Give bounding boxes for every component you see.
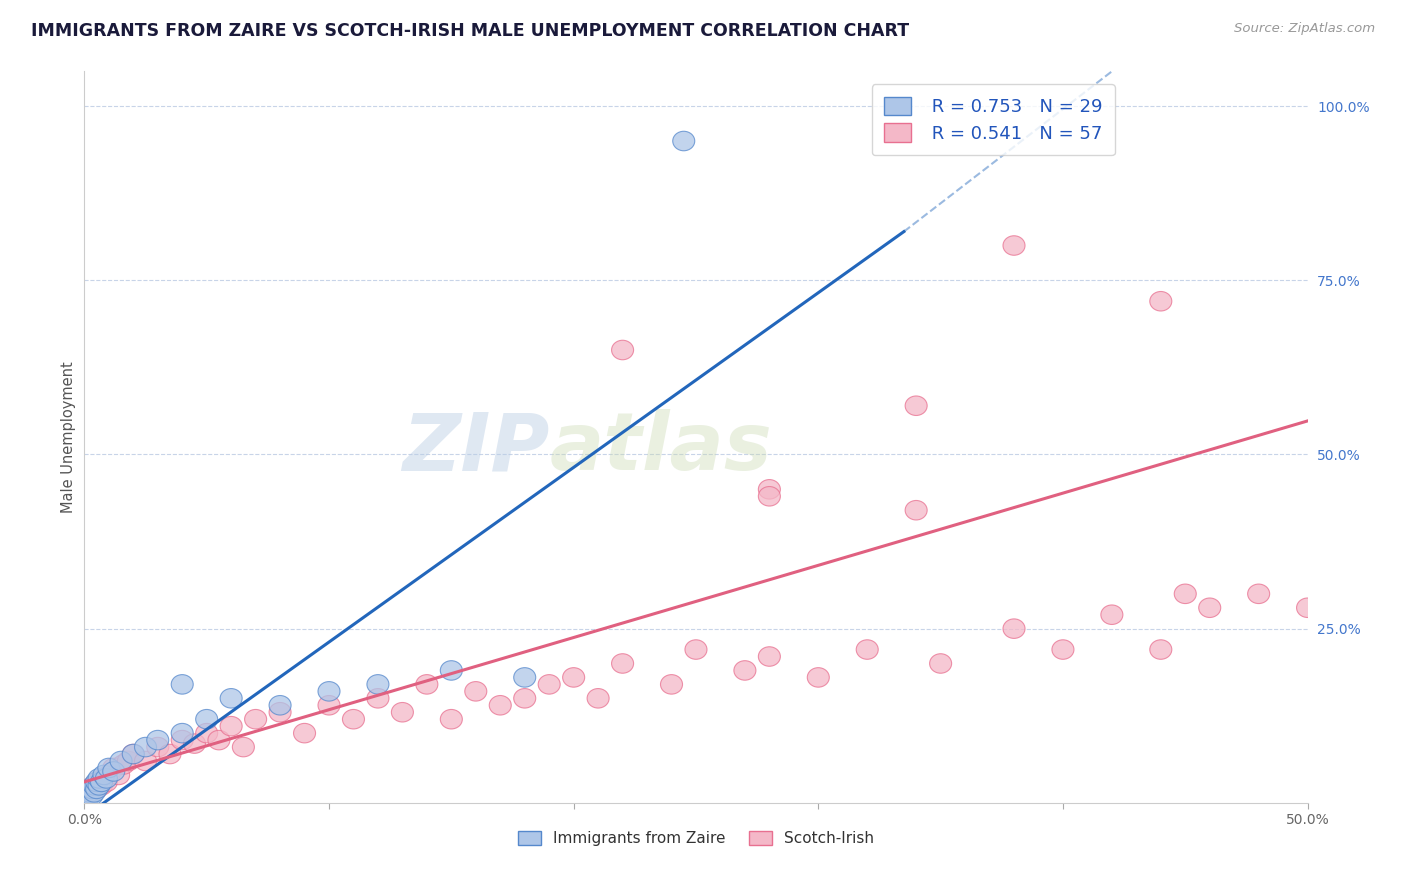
Ellipse shape (1101, 605, 1123, 624)
Ellipse shape (208, 731, 231, 750)
Ellipse shape (90, 772, 112, 792)
Ellipse shape (440, 661, 463, 681)
Ellipse shape (146, 738, 169, 756)
Ellipse shape (1174, 584, 1197, 604)
Ellipse shape (117, 751, 139, 771)
Text: Source: ZipAtlas.com: Source: ZipAtlas.com (1234, 22, 1375, 36)
Ellipse shape (135, 738, 156, 756)
Ellipse shape (1247, 584, 1270, 604)
Ellipse shape (807, 667, 830, 687)
Ellipse shape (1002, 235, 1025, 255)
Ellipse shape (89, 769, 110, 789)
Ellipse shape (440, 709, 463, 729)
Ellipse shape (135, 751, 156, 771)
Ellipse shape (1150, 292, 1171, 311)
Ellipse shape (183, 734, 205, 754)
Ellipse shape (96, 772, 117, 792)
Ellipse shape (110, 751, 132, 771)
Ellipse shape (195, 709, 218, 729)
Ellipse shape (146, 731, 169, 750)
Ellipse shape (232, 738, 254, 756)
Ellipse shape (269, 696, 291, 715)
Ellipse shape (294, 723, 315, 743)
Ellipse shape (89, 776, 110, 795)
Text: atlas: atlas (550, 409, 772, 487)
Ellipse shape (98, 758, 120, 778)
Ellipse shape (122, 744, 145, 764)
Ellipse shape (905, 500, 927, 520)
Ellipse shape (86, 779, 108, 798)
Ellipse shape (90, 776, 112, 795)
Ellipse shape (83, 776, 105, 795)
Ellipse shape (758, 486, 780, 506)
Ellipse shape (221, 716, 242, 736)
Ellipse shape (856, 640, 879, 659)
Ellipse shape (465, 681, 486, 701)
Text: IMMIGRANTS FROM ZAIRE VS SCOTCH-IRISH MALE UNEMPLOYMENT CORRELATION CHART: IMMIGRANTS FROM ZAIRE VS SCOTCH-IRISH MA… (31, 22, 910, 40)
Ellipse shape (86, 779, 108, 798)
Ellipse shape (79, 786, 100, 805)
Ellipse shape (367, 689, 389, 708)
Ellipse shape (1296, 598, 1319, 617)
Ellipse shape (96, 769, 117, 789)
Ellipse shape (195, 723, 218, 743)
Ellipse shape (103, 758, 125, 778)
Ellipse shape (1199, 598, 1220, 617)
Ellipse shape (86, 772, 108, 792)
Ellipse shape (221, 689, 242, 708)
Ellipse shape (562, 667, 585, 687)
Ellipse shape (79, 782, 100, 802)
Ellipse shape (734, 661, 756, 681)
Ellipse shape (661, 674, 682, 694)
Legend:  R = 0.753   N = 29,  R = 0.541   N = 57: R = 0.753 N = 29, R = 0.541 N = 57 (872, 84, 1115, 155)
Ellipse shape (416, 674, 437, 694)
Ellipse shape (513, 667, 536, 687)
Ellipse shape (172, 723, 193, 743)
Ellipse shape (758, 480, 780, 500)
Ellipse shape (672, 131, 695, 151)
Ellipse shape (76, 789, 98, 809)
Ellipse shape (367, 674, 389, 694)
Ellipse shape (108, 765, 129, 785)
Ellipse shape (93, 769, 115, 789)
Ellipse shape (159, 744, 181, 764)
Ellipse shape (80, 779, 103, 798)
Ellipse shape (122, 744, 145, 764)
Ellipse shape (172, 674, 193, 694)
Ellipse shape (89, 772, 110, 792)
Ellipse shape (245, 709, 267, 729)
Ellipse shape (513, 689, 536, 708)
Ellipse shape (1002, 619, 1025, 639)
Ellipse shape (93, 765, 115, 785)
Ellipse shape (112, 755, 135, 774)
Ellipse shape (172, 731, 193, 750)
Ellipse shape (103, 762, 125, 781)
Ellipse shape (83, 776, 105, 795)
Ellipse shape (538, 674, 560, 694)
Ellipse shape (269, 703, 291, 722)
Ellipse shape (76, 786, 98, 805)
Ellipse shape (98, 765, 120, 785)
Ellipse shape (1052, 640, 1074, 659)
Y-axis label: Male Unemployment: Male Unemployment (60, 361, 76, 513)
Ellipse shape (758, 647, 780, 666)
Ellipse shape (612, 654, 634, 673)
Ellipse shape (905, 396, 927, 416)
Ellipse shape (83, 782, 105, 802)
Ellipse shape (391, 703, 413, 722)
Ellipse shape (343, 709, 364, 729)
Text: ZIP: ZIP (402, 409, 550, 487)
Ellipse shape (318, 681, 340, 701)
Ellipse shape (489, 696, 512, 715)
Ellipse shape (318, 696, 340, 715)
Ellipse shape (588, 689, 609, 708)
Ellipse shape (612, 340, 634, 359)
Ellipse shape (929, 654, 952, 673)
Ellipse shape (79, 779, 100, 798)
Ellipse shape (1150, 640, 1171, 659)
Ellipse shape (80, 786, 103, 805)
Ellipse shape (685, 640, 707, 659)
Ellipse shape (80, 782, 103, 802)
